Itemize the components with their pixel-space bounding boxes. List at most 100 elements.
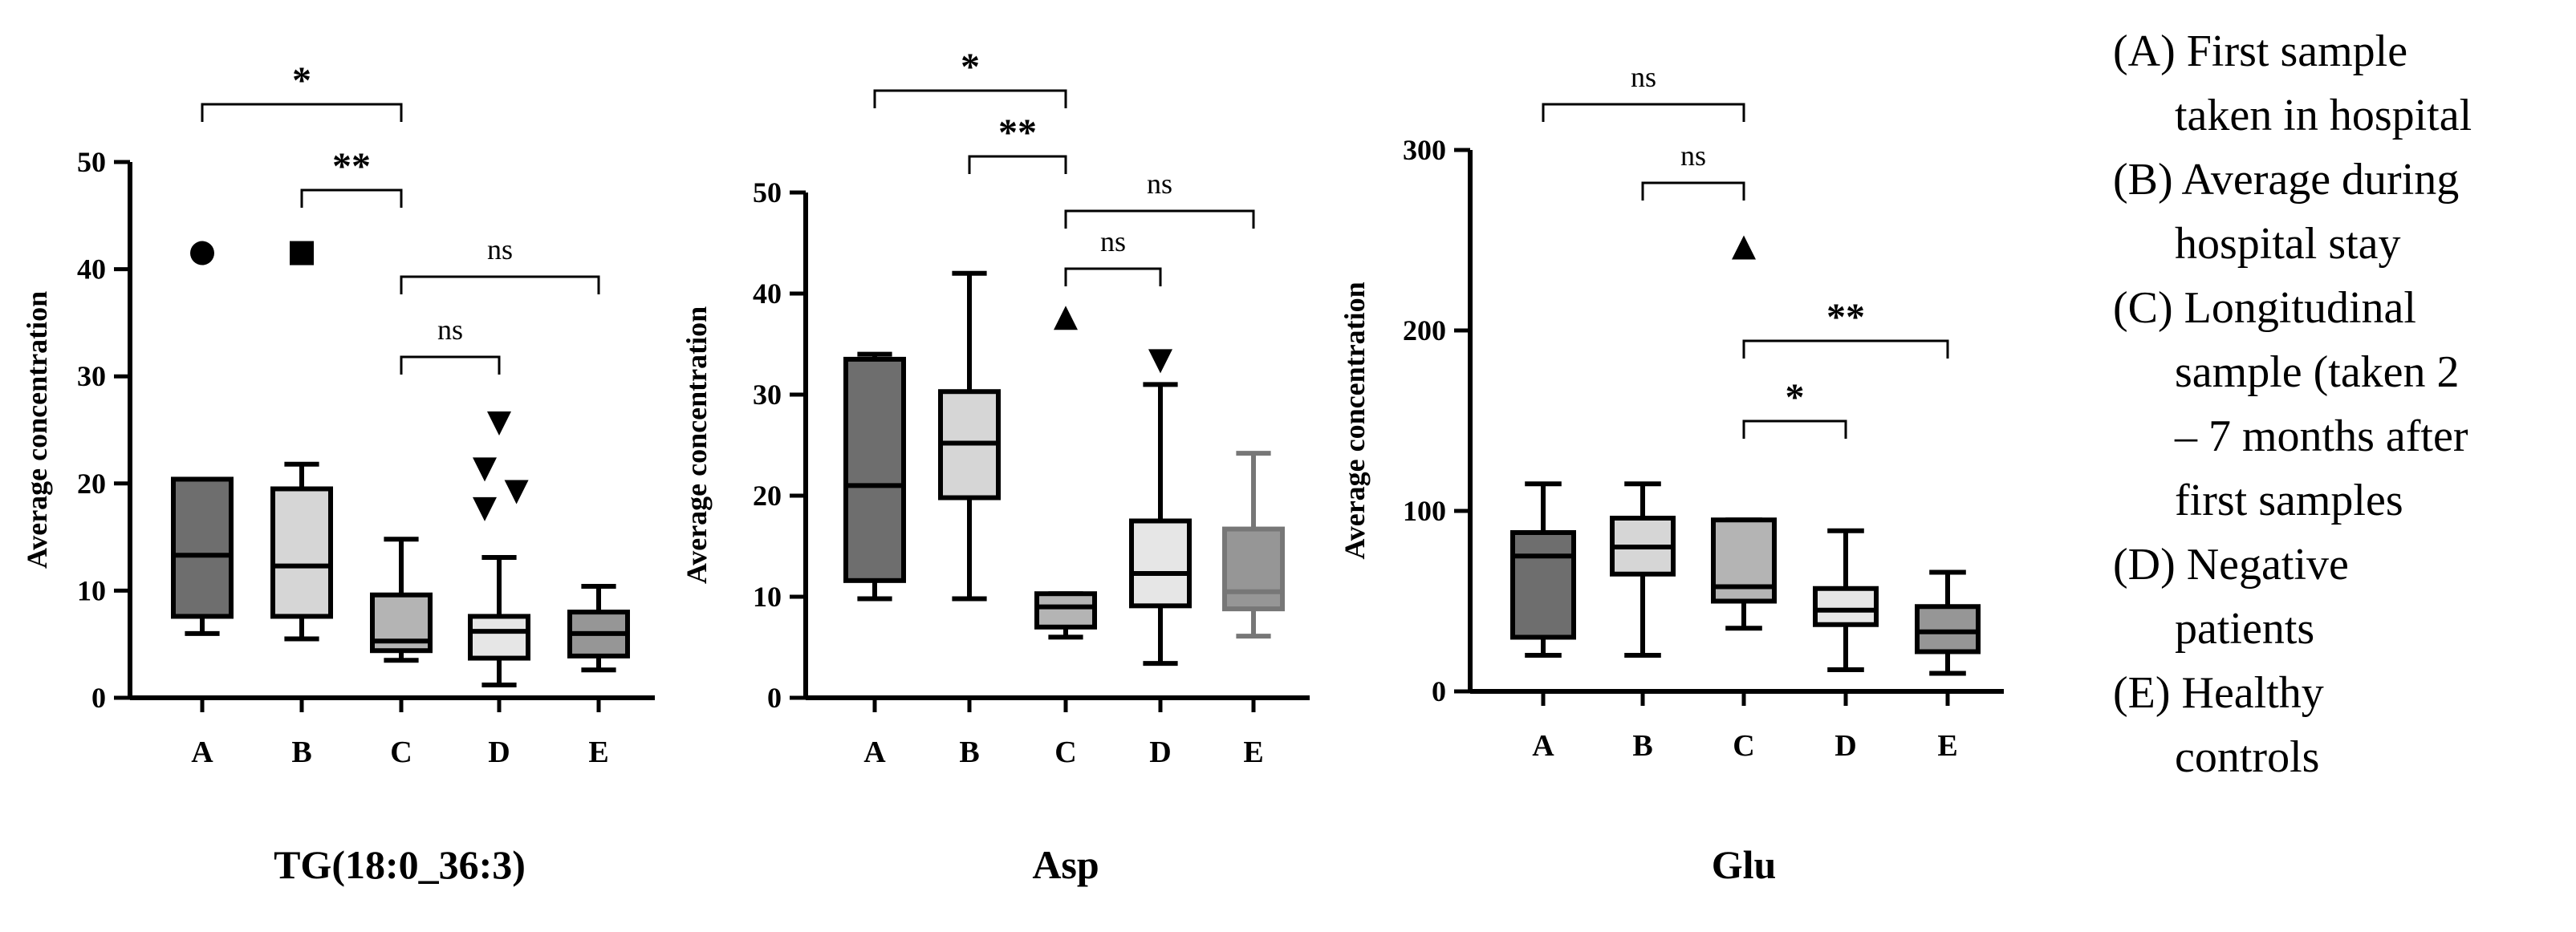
- legend-entry-d: (D) Negative: [2113, 540, 2349, 590]
- significance-bracket: [300, 188, 403, 208]
- legend-entry-d: patients: [2175, 604, 2314, 654]
- significance-bracket: [1064, 267, 1162, 286]
- outlier-point: [1054, 306, 1078, 330]
- chart-title: Asp: [1032, 842, 1099, 887]
- y-tick-label: 20: [77, 468, 106, 500]
- box-A: [171, 476, 234, 636]
- box-iqr: [270, 486, 333, 619]
- x-tick-label: C: [390, 735, 412, 769]
- box-iqr: [1510, 530, 1576, 640]
- y-tick-label: 50: [753, 176, 782, 209]
- significance-bracket: [400, 355, 501, 375]
- box-A: [1510, 481, 1576, 658]
- x-tick-label: A: [191, 735, 213, 769]
- significance-label: ns: [1100, 225, 1126, 257]
- legend-entry-a: taken in hospital: [2175, 91, 2472, 140]
- significance-bracket: [1742, 419, 1847, 439]
- box-iqr: [171, 476, 234, 619]
- y-tick-label: 40: [753, 278, 782, 310]
- chart-panel-0: 0 10 20 30 40 50 A B C D E Average concentration TG(…: [21, 59, 655, 887]
- significance-label: ns: [1147, 168, 1172, 200]
- box-iqr: [1222, 526, 1285, 612]
- legend-entry-b: (B) Average during: [2113, 155, 2459, 205]
- y-tick-label: 30: [77, 360, 106, 392]
- significance-label: ns: [437, 314, 463, 346]
- outlier-point: [1148, 349, 1172, 374]
- box-D: [1813, 528, 1879, 672]
- significance-label: *: [961, 46, 980, 88]
- box-iqr: [1034, 591, 1097, 630]
- significance-label: ns: [487, 233, 513, 265]
- outlier-point: [487, 411, 511, 436]
- outlier-point: [290, 241, 314, 265]
- x-tick-label: C: [1054, 735, 1076, 769]
- box-D: [1129, 382, 1192, 667]
- significance-label: **: [998, 111, 1037, 154]
- y-axis-label: Average concentration: [681, 306, 713, 584]
- legend-entry-c: – 7 months after: [2174, 411, 2468, 461]
- y-tick-label: 200: [1403, 314, 1446, 346]
- significance-bracket: [1064, 209, 1255, 229]
- x-tick-label: B: [959, 735, 979, 769]
- significance-label: *: [292, 59, 311, 102]
- outlier-point: [473, 496, 497, 521]
- significance-bracket: [201, 103, 403, 122]
- y-tick-label: 100: [1403, 495, 1446, 527]
- y-tick-label: 10: [77, 574, 106, 606]
- box-iqr: [1915, 604, 1981, 654]
- box-A: [843, 351, 906, 602]
- outlier-point: [473, 457, 497, 482]
- significance-bracket: [873, 89, 1067, 108]
- box-E: [567, 584, 630, 673]
- legend-entry-b: hospital stay: [2175, 219, 2401, 269]
- chart-panel-2: 0 100 200 300 A B C D E Average concentration Glu n…: [1339, 61, 2004, 887]
- significance-bracket: [1641, 181, 1745, 201]
- box-B: [270, 461, 333, 642]
- legend-entry-e: (E) Healthy: [2113, 668, 2324, 718]
- y-axis-label: Average concentration: [1339, 282, 1371, 559]
- x-tick-label: E: [1937, 729, 1957, 763]
- y-tick-label: 0: [767, 682, 782, 714]
- x-tick-label: D: [1834, 729, 1856, 763]
- outlier-point: [1732, 235, 1756, 260]
- legend: (A) First sample taken in hospital (B) Ave…: [2113, 26, 2472, 782]
- y-tick-label: 300: [1403, 134, 1446, 166]
- box-C: [1711, 517, 1777, 631]
- y-tick-label: 10: [753, 581, 782, 613]
- legend-entry-c: sample (taken 2: [2175, 347, 2460, 397]
- box-iqr: [1813, 586, 1879, 627]
- x-tick-label: D: [1149, 735, 1171, 769]
- significance-label: **: [332, 145, 371, 188]
- box-E: [1222, 451, 1285, 639]
- significance-bracket: [1742, 339, 1949, 359]
- legend-entry-c: first samples: [2175, 476, 2403, 525]
- legend-entry-c: (C) Longitudinal: [2113, 283, 2416, 333]
- significance-label: ns: [1631, 61, 1656, 93]
- y-tick-label: 30: [753, 379, 782, 411]
- box-iqr: [468, 614, 530, 661]
- y-tick-label: 50: [77, 146, 106, 178]
- box-B: [938, 270, 1001, 602]
- chart-title: Glu: [1712, 842, 1777, 887]
- significance-label: **: [1826, 296, 1865, 338]
- box-B: [1610, 481, 1676, 658]
- box-D: [468, 554, 530, 687]
- outlier-point: [504, 480, 529, 504]
- y-tick-label: 20: [753, 480, 782, 512]
- box-iqr: [1129, 518, 1192, 609]
- significance-label: *: [1786, 376, 1805, 419]
- x-tick-label: A: [863, 735, 886, 769]
- box-E: [1915, 569, 1981, 676]
- x-tick-label: C: [1733, 729, 1754, 763]
- legend-entry-e: controls: [2175, 732, 2319, 782]
- box-C: [1034, 591, 1097, 640]
- y-tick-label: 40: [77, 253, 106, 286]
- y-tick-label: 0: [91, 682, 106, 714]
- chart-title: TG(18:0_36:3): [274, 842, 526, 887]
- significance-label: ns: [1680, 140, 1706, 172]
- x-tick-label: B: [291, 735, 311, 769]
- significance-bracket: [1542, 103, 1745, 122]
- outlier-point: [190, 241, 214, 265]
